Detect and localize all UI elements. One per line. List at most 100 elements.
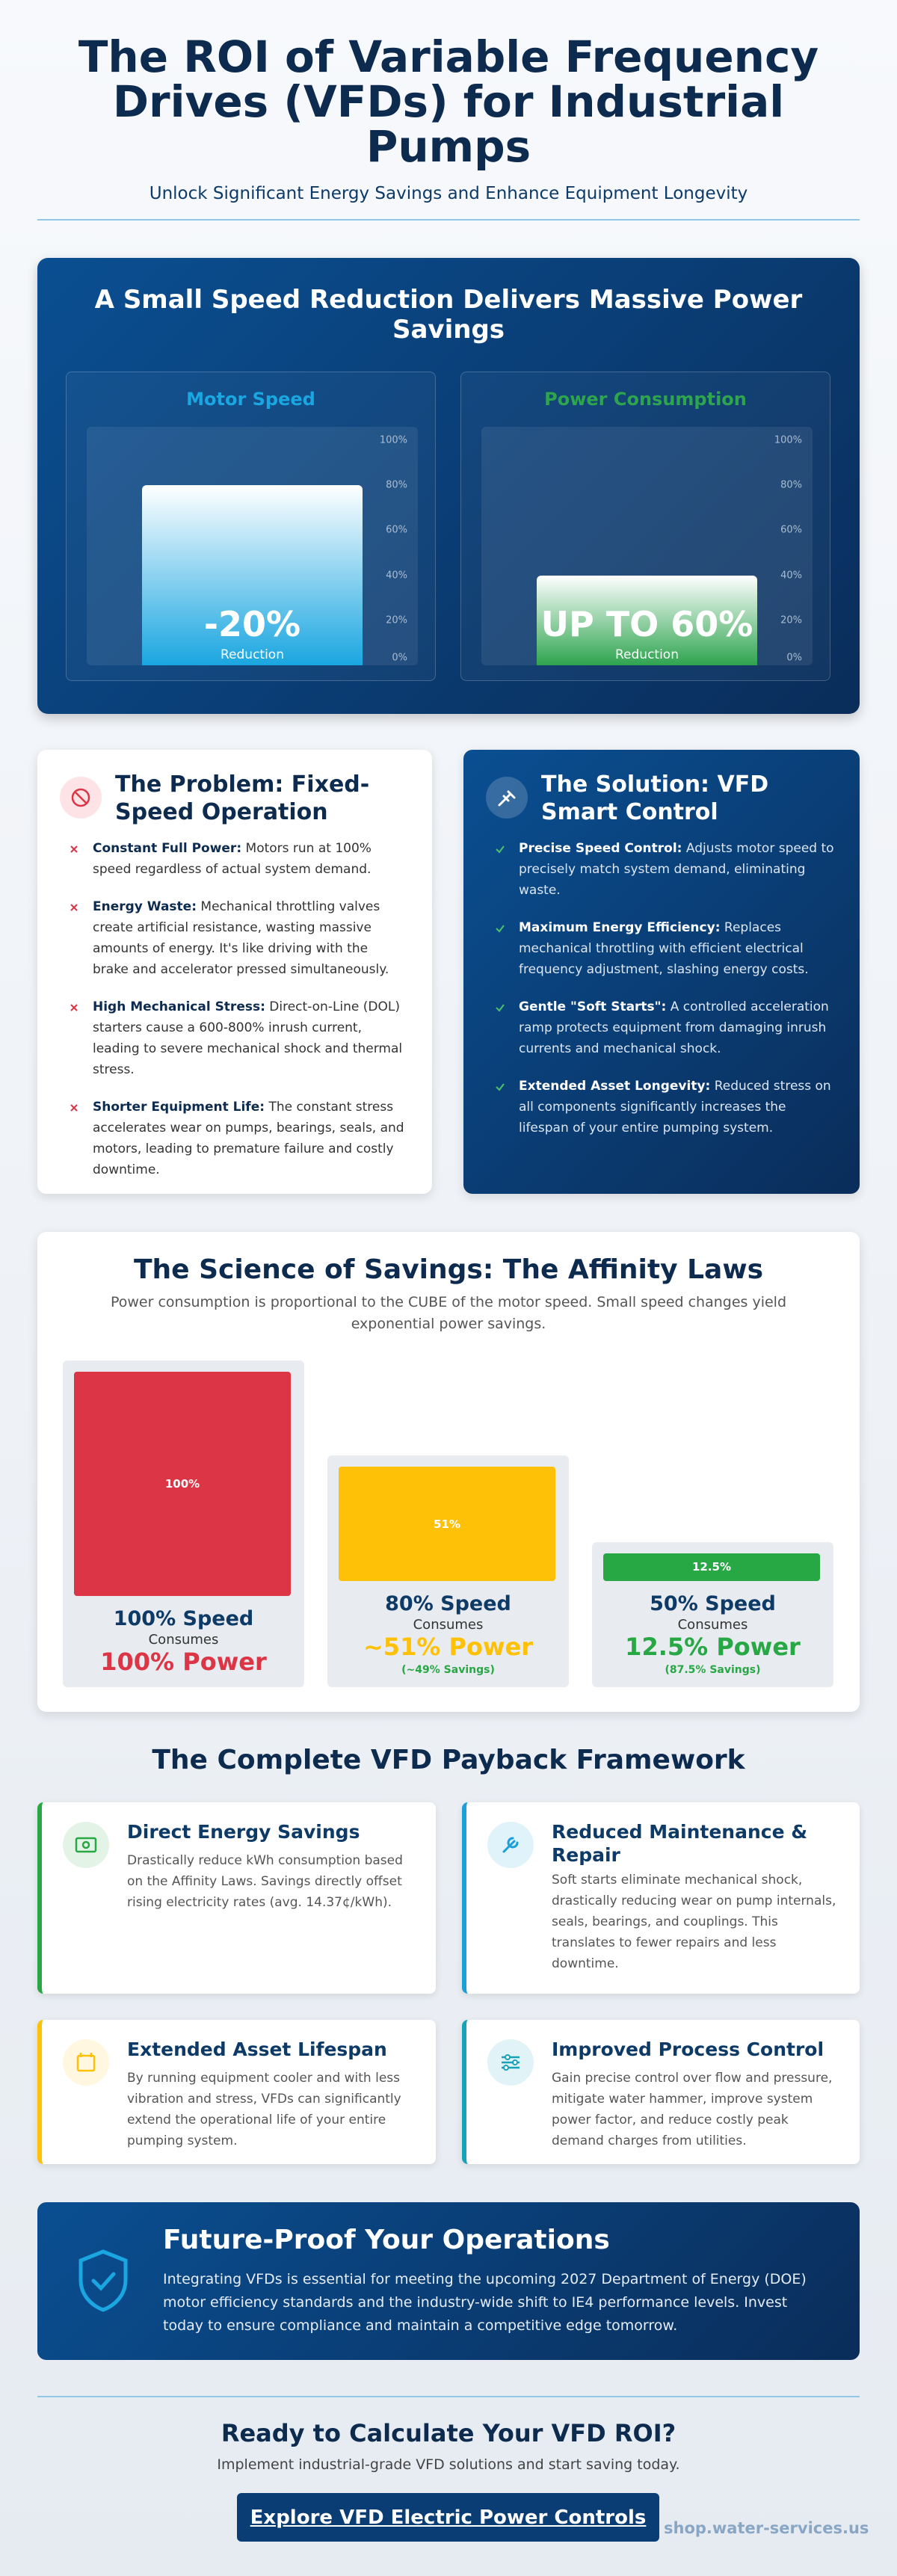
savings-label: (87.5% Savings) xyxy=(665,1664,761,1676)
list-item: Gentle "Soft Starts": A controlled accel… xyxy=(493,996,834,1059)
section-subtitle: Power consumption is proportional to the… xyxy=(110,1294,787,1332)
speed-panel: Power Consumption 100% 80% 60% 40% 20% 0% UP TO… xyxy=(460,372,830,681)
cta-button[interactable]: Explore VFD Electric Power Controls xyxy=(237,2493,659,2542)
power-label: 100% Power xyxy=(100,1648,267,1676)
consumes-label: Consumes xyxy=(677,1617,748,1633)
scale-label: 0% xyxy=(392,652,407,664)
item-term: Precise Speed Control: xyxy=(519,841,682,856)
list-item: Maximum Energy Efficiency: Replaces mech… xyxy=(493,917,834,980)
item-text: Reduced stress on all components signifi… xyxy=(519,1079,831,1136)
item-text: Replaces mechanical throttling with effi… xyxy=(519,920,809,977)
site-link[interactable]: shop.water-services.us xyxy=(664,2519,869,2537)
affinity-bar: 12.5% xyxy=(603,1553,820,1581)
banner-text: Integrating VFDs is essential for meetin… xyxy=(163,2271,807,2334)
cross-icon xyxy=(70,845,78,853)
item-term: Shorter Equipment Life: xyxy=(93,1100,265,1115)
item-term: Gentle "Soft Starts": xyxy=(519,999,667,1014)
scale-label: 20% xyxy=(386,614,407,626)
item-term: Maximum Energy Efficiency: xyxy=(519,920,721,935)
affinity-bar: 51% xyxy=(339,1467,555,1581)
list-item: High Mechanical Stress: Direct-on-Line (… xyxy=(67,996,407,1080)
framework-card: Improved Process Control Gain precise con… xyxy=(462,2020,860,2164)
scale-label: 20% xyxy=(780,614,802,626)
section-title: The Science of Savings: The Affinity Law… xyxy=(133,1254,764,1285)
card-icon xyxy=(63,1822,109,1868)
list-item: Constant Full Power: Motors run at 100% … xyxy=(67,838,407,880)
item-text: Mechanical throttling valves create arti… xyxy=(93,899,389,977)
speed-panel: Motor Speed 100% 80% 60% 40% 20% 0% -20% Reducti… xyxy=(66,372,436,681)
speed-section: A Small Speed Reduction Delivers Massive… xyxy=(37,258,860,714)
bar-label: 100% xyxy=(164,1477,200,1491)
framework-card: Direct Energy Savings Drastically reduce … xyxy=(37,1802,436,1994)
cross-icon xyxy=(70,904,78,911)
bar-label: 51% xyxy=(434,1517,460,1531)
speed-label: 80% Speed xyxy=(385,1592,511,1615)
future-banner: Future-Proof Your Operations Integrating… xyxy=(37,2202,860,2360)
affinity-card: 51% 80% Speed Consumes ~51% Power (~49% Savi… xyxy=(327,1455,569,1687)
scale-label: 80% xyxy=(386,479,407,491)
scale-label: 40% xyxy=(386,570,407,582)
framework-card: Reduced Maintenance & Repair Soft starts … xyxy=(462,1802,860,1994)
card-title: Improved Process Control xyxy=(552,2039,824,2060)
card-text: By running equipment cooler and with les… xyxy=(127,2071,401,2148)
level-bar xyxy=(142,485,363,665)
item-term: Constant Full Power: xyxy=(93,841,242,856)
caption: Reduction xyxy=(615,647,679,662)
panel-title: Motor Speed xyxy=(186,389,315,410)
scale-label: 100% xyxy=(774,434,802,446)
divider xyxy=(37,2396,860,2397)
framework-card: Extended Asset Lifespan By running equipm… xyxy=(37,2020,436,2164)
panel-title: Power Consumption xyxy=(544,389,747,410)
section-title: A Small Speed Reduction Delivers Massive… xyxy=(94,285,803,345)
affinity-card: 12.5% 50% Speed Consumes 12.5% Power (87.5% … xyxy=(592,1541,833,1687)
speed-label: 100% Speed xyxy=(113,1607,254,1630)
scale-label: 80% xyxy=(780,479,802,491)
card-title: The Solution: VFD Smart Control xyxy=(541,771,769,825)
divider xyxy=(37,219,860,221)
savings-label: (~49% Savings) xyxy=(401,1664,495,1676)
list-item: Shorter Equipment Life: The constant str… xyxy=(67,1097,407,1180)
scale-label: 0% xyxy=(786,652,802,664)
banner-title: Future-Proof Your Operations xyxy=(163,2225,610,2255)
item-text: The constant stress accelerates wear on … xyxy=(93,1100,404,1177)
check-icon xyxy=(496,925,505,933)
scale-label: 100% xyxy=(379,434,407,446)
consumes-label: Consumes xyxy=(413,1617,484,1633)
big-label: UP TO 60% xyxy=(540,604,753,644)
item-term: Extended Asset Longevity: xyxy=(519,1079,711,1094)
card-text: Gain precise control over flow and press… xyxy=(552,2071,833,2148)
affinity-bar: 100% xyxy=(74,1372,291,1596)
card-title: Reduced Maintenance & Repair xyxy=(552,1821,808,1866)
check-icon xyxy=(496,845,505,854)
power-label: ~51% Power xyxy=(363,1633,534,1661)
problem-icon xyxy=(60,777,102,819)
subtitle: Unlock Significant Energy Savings and En… xyxy=(149,184,748,203)
card-icon xyxy=(487,1822,534,1868)
card-title: Extended Asset Lifespan xyxy=(127,2039,387,2060)
check-icon xyxy=(496,1083,505,1091)
item-text: Motors run at 100% speed regardless of a… xyxy=(93,841,372,877)
item-text: Direct-on-Line (DOL) starters cause a 60… xyxy=(93,999,403,1077)
power-label: 12.5% Power xyxy=(625,1633,801,1661)
affinity-card: 100% 100% Speed Consumes 100% Power xyxy=(63,1361,304,1687)
cross-icon xyxy=(70,1004,78,1011)
plot-area: 100% 80% 60% 40% 20% 0% UP TO 60% Reduction xyxy=(481,427,813,665)
card-text: Drastically reduce kWh consumption based… xyxy=(127,1853,403,1910)
page-title: The ROI of Variable Frequency Drives (VF… xyxy=(78,31,819,172)
item-term: Energy Waste: xyxy=(93,899,197,914)
list-item: Energy Waste: Mechanical throttling valv… xyxy=(67,896,407,980)
consumes-label: Consumes xyxy=(148,1632,219,1648)
scale-label: 60% xyxy=(780,524,802,536)
affinity-section: The Science of Savings: The Affinity Law… xyxy=(37,1232,860,1712)
item-text: A controlled acceleration ramp protects … xyxy=(519,999,829,1056)
list-item: Extended Asset Longevity: Reduced stress… xyxy=(493,1076,834,1138)
problem-list: Constant Full Power: Motors run at 100% … xyxy=(67,838,407,1197)
card-icon xyxy=(487,2039,534,2086)
solution-list: Precise Speed Control: Adjusts motor spe… xyxy=(493,838,834,1155)
card-title: Direct Energy Savings xyxy=(127,1821,360,1843)
speed-label: 50% Speed xyxy=(650,1592,776,1615)
cross-icon xyxy=(70,1104,78,1112)
cta-text: Implement industrial-grade VFD solutions… xyxy=(217,2456,680,2473)
caption: Reduction xyxy=(221,647,284,662)
